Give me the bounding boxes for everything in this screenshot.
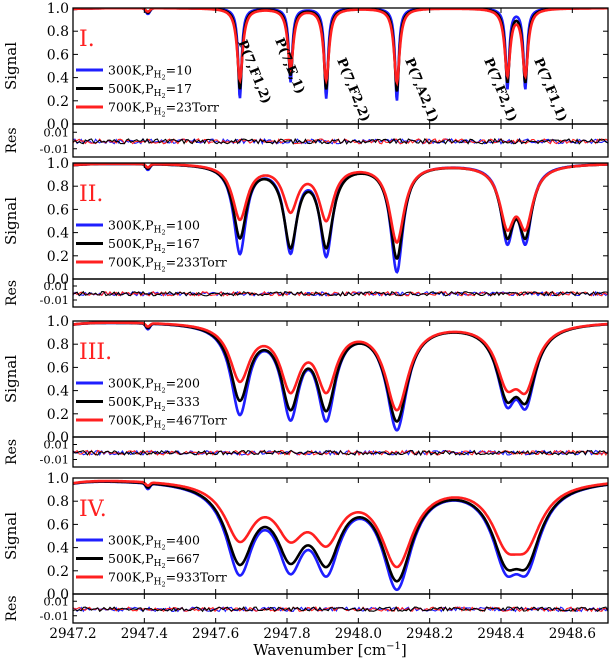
x-axis: 2947.2 2947.4 2947.6 2947.8 2948.0 2948.2 2948… bbox=[49, 626, 596, 642]
x-tick-label: 2948.2 bbox=[406, 626, 453, 642]
panel-3: 0.0 0.2 0.4 0.6 0.8 1.0 0.01-0.01 Signal Res III.… bbox=[2, 314, 609, 468]
line-label: P(7,F2,1) bbox=[480, 56, 519, 124]
legend-entry: 700K,PH2=233Torr bbox=[108, 255, 227, 274]
legend-entry: 700K,PH2=467Torr bbox=[108, 413, 227, 432]
y-tick-label: 0.4 bbox=[47, 384, 69, 400]
legend-entry: 500K,PH2=667 bbox=[108, 551, 200, 570]
y-axis-label-res: Res bbox=[4, 595, 20, 621]
residual-series-500K bbox=[72, 606, 609, 613]
legend-entry: 500K,PH2=167 bbox=[108, 236, 200, 255]
x-tick-label: 2947.4 bbox=[121, 626, 168, 642]
res-tick-label: -0.01 bbox=[40, 142, 70, 156]
res-tick-label: 0.01 bbox=[43, 279, 69, 293]
y-axis-label-res: Res bbox=[4, 127, 20, 153]
residual-frame bbox=[72, 278, 609, 308]
signal-series-700K bbox=[73, 163, 608, 244]
y-axis-label-signal: Signal bbox=[2, 512, 20, 560]
panel-roman-numeral: IV. bbox=[79, 497, 107, 522]
panels-group: 0.00.20.40.60.81.00.01-0.01SignalResI.30… bbox=[2, 1, 609, 624]
y-tick-label: 0.0 bbox=[47, 272, 69, 288]
res-tick-label: -0.01 bbox=[40, 293, 70, 307]
line-label: P(7,A2,1) bbox=[401, 56, 441, 125]
y-tick-label: 0.6 bbox=[47, 202, 69, 218]
y-tick-label: 1.0 bbox=[47, 156, 69, 172]
y-tick-label: 0.8 bbox=[47, 24, 69, 40]
panel-2: 0.0 0.2 0.4 0.6 0.8 1.0 0.01-0.01 Signal Res II. 3… bbox=[2, 156, 609, 308]
y-tick-label: 1.0 bbox=[47, 1, 69, 17]
legend-entry: 300K,PH2=200 bbox=[108, 376, 200, 395]
y-axis-label-res: Res bbox=[4, 280, 20, 306]
y-axis-label-signal: Signal bbox=[2, 42, 20, 90]
legend-entry: 300K,PH2=100 bbox=[108, 218, 200, 237]
y-tick-label: 0.4 bbox=[47, 226, 69, 242]
y-tick-label: 0.0 bbox=[47, 430, 69, 446]
legend-entry: 700K,PH2=933Torr bbox=[108, 570, 227, 589]
res-tick-label: 0.01 bbox=[43, 594, 69, 608]
x-axis-label: Wavenumber [cm−1] bbox=[253, 641, 406, 659]
panel-roman-numeral: II. bbox=[79, 182, 103, 207]
legend-entry: 700K,PH2=23Torr bbox=[108, 100, 219, 119]
signal-series-700K bbox=[73, 321, 608, 412]
x-tick-label: 2948.6 bbox=[549, 626, 596, 642]
panel-1: 0.0 0.2 0.4 0.6 0.8 1.0 0.01 -0.01 Signal Res I. 30… bbox=[2, 1, 609, 158]
x-tick-label: 2947.2 bbox=[49, 626, 96, 642]
y-tick-label: 0.2 bbox=[47, 407, 69, 423]
res-tick-label: 0.01 bbox=[43, 125, 69, 139]
panel-roman-numeral: III. bbox=[79, 340, 112, 365]
y-tick-label: 0.6 bbox=[47, 47, 69, 63]
y-tick-label: 0.6 bbox=[47, 517, 69, 533]
legend-entry: 300K,PH2=400 bbox=[108, 533, 200, 552]
line-label: P(7,E,1) bbox=[271, 36, 307, 96]
y-axis-label-signal: Signal bbox=[2, 355, 20, 403]
residual-series-500K bbox=[72, 290, 609, 297]
residual-frame bbox=[72, 436, 609, 468]
y-axis-label-signal: Signal bbox=[2, 197, 20, 245]
y-tick-label: 0.4 bbox=[47, 71, 69, 87]
residual-series-500K bbox=[72, 449, 609, 457]
res-tick-label: 0.01 bbox=[43, 438, 69, 452]
panel-roman-numeral: I. bbox=[79, 27, 95, 52]
residual-frame bbox=[72, 593, 609, 624]
legend-entry: 500K,PH2=17 bbox=[108, 81, 192, 100]
y-tick-label: 0.8 bbox=[47, 494, 69, 510]
y-tick-label: 0.0 bbox=[47, 587, 69, 603]
x-tick-label: 2947.8 bbox=[263, 626, 310, 642]
y-tick-label: 0.2 bbox=[47, 94, 69, 110]
x-tick-label: 2948.4 bbox=[477, 626, 524, 642]
y-axis-label-res: Res bbox=[4, 439, 20, 465]
legend-entry: 300K,PH2=10 bbox=[108, 63, 192, 82]
res-tick-label: -0.01 bbox=[40, 453, 70, 467]
y-tick-label: 0.8 bbox=[47, 179, 69, 195]
line-label: P(7,F2,2) bbox=[333, 56, 372, 124]
y-tick-label: 0.8 bbox=[47, 337, 69, 353]
y-tick-label: 1.0 bbox=[47, 471, 69, 487]
y-tick-label: 0.4 bbox=[47, 541, 69, 557]
y-tick-label: 0.2 bbox=[47, 249, 69, 265]
legend-entry: 500K,PH2=333 bbox=[108, 394, 200, 413]
residual-series-500K bbox=[72, 137, 609, 145]
line-label: P(7,F1,1) bbox=[530, 56, 569, 124]
y-tick-label: 1.0 bbox=[47, 314, 69, 330]
x-tick-label: 2947.6 bbox=[192, 626, 239, 642]
residual-frame bbox=[72, 123, 609, 158]
y-tick-label: 0.0 bbox=[47, 117, 69, 133]
panel-4: 0.0 0.2 0.4 0.6 0.8 1.0 0.01-0.01 Signal Res IV.3… bbox=[2, 471, 609, 624]
res-tick-label: -0.01 bbox=[40, 609, 70, 623]
y-tick-label: 0.2 bbox=[47, 564, 69, 580]
signal-series-700K bbox=[73, 479, 608, 569]
y-tick-label: 0.6 bbox=[47, 360, 69, 376]
x-tick-label: 2948.0 bbox=[335, 626, 382, 642]
